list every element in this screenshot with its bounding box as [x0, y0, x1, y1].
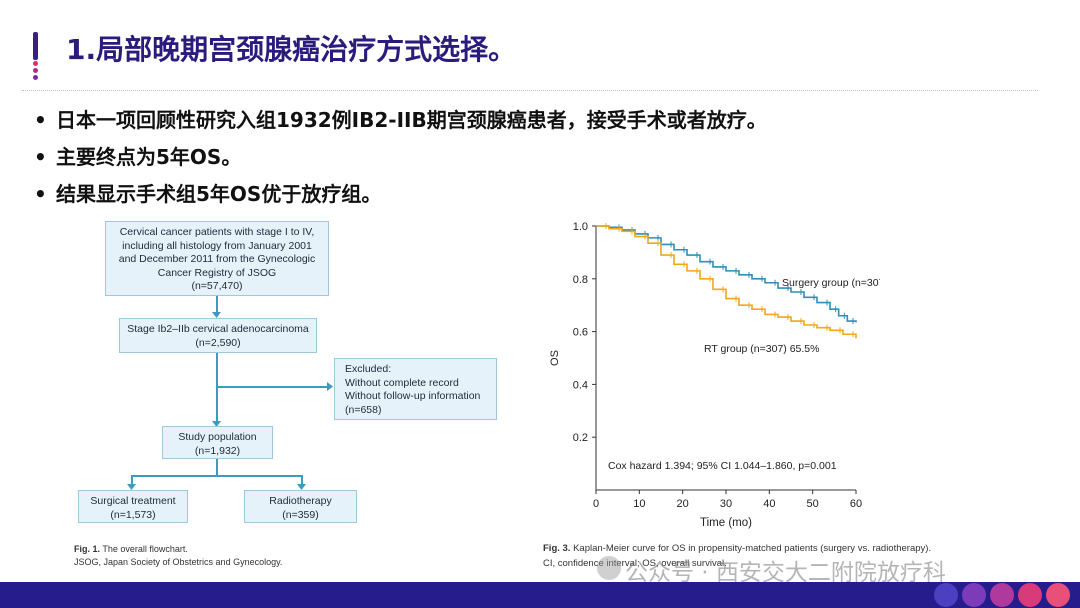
km-chart: 0.2 0.4 0.6 0.8 1.0 0 10 20 30 40 50 60 Time (mo) OS S… — [549, 221, 880, 529]
footer-bar — [0, 582, 1080, 608]
flow-connector — [216, 353, 218, 425]
x-tick-label: 20 — [677, 498, 689, 510]
bullet-item: • 主要终点为5年OS。 — [34, 142, 767, 179]
flow-box-excluded: Excluded: Without complete record Withou… — [334, 358, 497, 420]
chart-annotation: Cox hazard 1.394; 95% CI 1.044–1.860, p=… — [608, 460, 837, 472]
flow-connector — [131, 475, 302, 477]
bullet-dot: • — [34, 182, 47, 206]
y-tick-label: 0.2 — [573, 432, 588, 444]
series-label: Surgery group (n=307) 73.0% — [782, 277, 880, 289]
x-tick-label: 10 — [633, 498, 645, 510]
title-divider — [22, 90, 1038, 91]
flow-arrowheads — [127, 312, 333, 490]
fig1-caption: Fig. 1. The overall flowchart. JSOG, Jap… — [74, 544, 283, 567]
km-series-line — [596, 225, 857, 323]
y-axis-label: OS — [549, 350, 561, 366]
slide-title: 1.局部晚期宫颈腺癌治疗方式选择。 — [66, 33, 517, 66]
watermark: 公众号 · 西安交大二附院放疗科 — [625, 560, 946, 586]
title-dots-decoration — [33, 61, 39, 82]
x-tick-label: 30 — [720, 498, 732, 510]
flow-connector — [131, 475, 133, 487]
flow-connector — [216, 296, 218, 316]
km-series-line — [596, 225, 857, 339]
y-tick-label: 0.8 — [573, 274, 588, 286]
wechat-icon — [597, 556, 621, 580]
x-tick-label: 40 — [763, 498, 775, 510]
series-label: RT group (n=307) 65.5% — [704, 343, 819, 355]
x-tick-label: 0 — [593, 498, 599, 510]
flow-box-registry: Cervical cancer patients with stage I to… — [105, 221, 329, 296]
flow-box-surgical: Surgical treatment (n=1,573) — [78, 490, 188, 523]
y-tick-label: 0.6 — [573, 327, 588, 339]
bullet-list: • 日本一项回顾性研究入组1932例IB2-IIB期宫颈腺癌患者，接受手术或者放疗… — [34, 105, 767, 216]
bullet-dot: • — [34, 108, 47, 132]
flow-box-stage: Stage Ib2–IIb cervical adenocarcinoma (n… — [119, 318, 317, 353]
bullet-item: • 日本一项回顾性研究入组1932例IB2-IIB期宫颈腺癌患者，接受手术或者放疗… — [34, 105, 767, 142]
y-tick-label: 0.4 — [573, 379, 588, 391]
flow-connector — [216, 386, 331, 388]
bullet-item: • 结果显示手术组5年OS优于放疗组。 — [34, 179, 767, 216]
title-accent-bar — [33, 32, 38, 60]
flow-connector — [301, 475, 303, 487]
x-axis-label: Time (mo) — [700, 517, 752, 529]
bullet-dot: • — [34, 145, 47, 169]
flow-box-study-population: Study population (n=1,932) — [162, 426, 273, 459]
x-tick-label: 50 — [807, 498, 819, 510]
fig3-caption: Fig. 3. Kaplan-Meier curve for OS in pro… — [543, 543, 932, 569]
flow-connector — [216, 458, 218, 475]
x-tick-label: 60 — [850, 498, 862, 510]
flow-box-radiotherapy: Radiotherapy (n=359) — [244, 490, 357, 523]
y-tick-label: 1.0 — [573, 221, 588, 233]
footer-circles-decoration — [934, 583, 1070, 607]
